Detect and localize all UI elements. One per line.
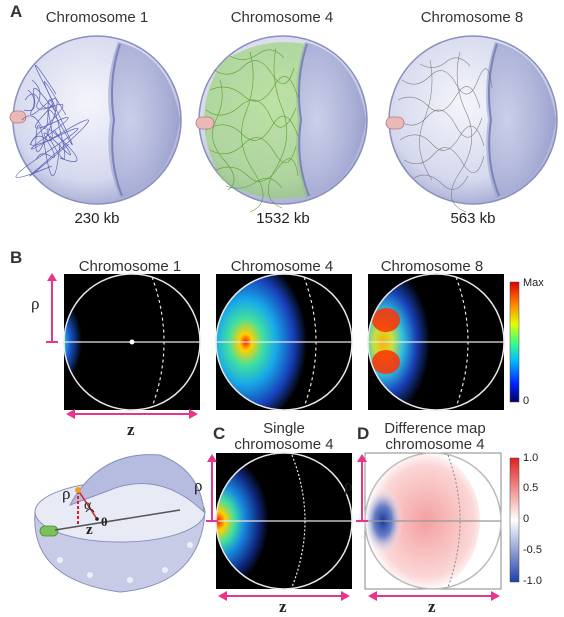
b-colorbar-max: Max <box>523 277 544 289</box>
a-size-chr8: 563 kb <box>450 210 496 227</box>
a-title-chr4: Chromosome 4 <box>230 9 334 26</box>
panel-label-a: A <box>10 2 23 21</box>
a-size-chr1: 230 kb <box>74 210 120 227</box>
rho-arrow-b <box>46 273 58 343</box>
schematic-alpha-label: α <box>84 498 92 513</box>
rho-arrow-c <box>206 454 218 522</box>
panel-label-b: B <box>10 248 23 267</box>
panel-a-nuclei <box>9 35 558 213</box>
c-rho-label: ρ <box>194 476 203 495</box>
d-colorbar-tick-3: 0 <box>523 513 530 525</box>
a-size-chr4: 1532 kb <box>256 210 310 227</box>
schematic-rho-label: ρ <box>62 484 71 503</box>
colorbar-b <box>509 281 520 403</box>
d-rho-label: ρ <box>344 476 353 495</box>
heatmap-chr4 <box>215 273 353 411</box>
c-z-label: z <box>279 597 287 616</box>
z-arrow-d <box>368 591 500 601</box>
heatmap-chr1 <box>63 273 201 411</box>
d-title-line2: chromosome 4 <box>385 436 485 453</box>
d-colorbar-tick-5: -1.0 <box>523 575 542 587</box>
d-title-line1: Difference map <box>384 420 486 437</box>
schematic-hemisphere <box>34 454 206 593</box>
b-rho-label: ρ <box>31 294 40 313</box>
z-arrow-c <box>218 591 350 601</box>
d-colorbar-tick-4: -0.5 <box>523 544 542 556</box>
b-title-chr8: Chromosome 8 <box>380 258 484 275</box>
heatmap-single-chr4 <box>215 452 353 590</box>
c-title-line1: Single <box>263 420 305 437</box>
chromatin-chr8 <box>397 51 493 213</box>
panel-label-c: C <box>213 424 226 443</box>
schematic-origin-label: 0 <box>101 514 108 529</box>
heatmap-chr8 <box>367 273 505 411</box>
b-z-label: z <box>127 420 135 439</box>
difference-map-chr4 <box>364 452 502 590</box>
a-title-chr8: Chromosome 8 <box>420 9 524 26</box>
nucleus-chr4 <box>195 35 368 213</box>
panel-label-d: D <box>357 424 370 443</box>
d-colorbar-tick-1: 1.0 <box>523 452 539 464</box>
nucleus-chr8 <box>385 35 558 213</box>
b-title-chr1: Chromosome 1 <box>78 258 182 275</box>
b-colorbar-min: 0 <box>523 395 530 407</box>
colorbar-d <box>509 457 520 583</box>
d-colorbar-tick-2: 0.5 <box>523 482 539 494</box>
c-title-line2: chromosome 4 <box>234 436 334 453</box>
nucleus-chr1 <box>9 35 182 205</box>
chromatin-chr1 <box>15 64 89 178</box>
z-arrow-b <box>66 409 198 419</box>
d-z-label: z <box>428 597 436 616</box>
rho-arrow-d <box>356 454 368 522</box>
chromatin-chr4 <box>205 47 299 213</box>
a-title-chr1: Chromosome 1 <box>45 9 149 26</box>
schematic-z-label: z <box>86 522 93 538</box>
b-title-chr4: Chromosome 4 <box>230 258 334 275</box>
